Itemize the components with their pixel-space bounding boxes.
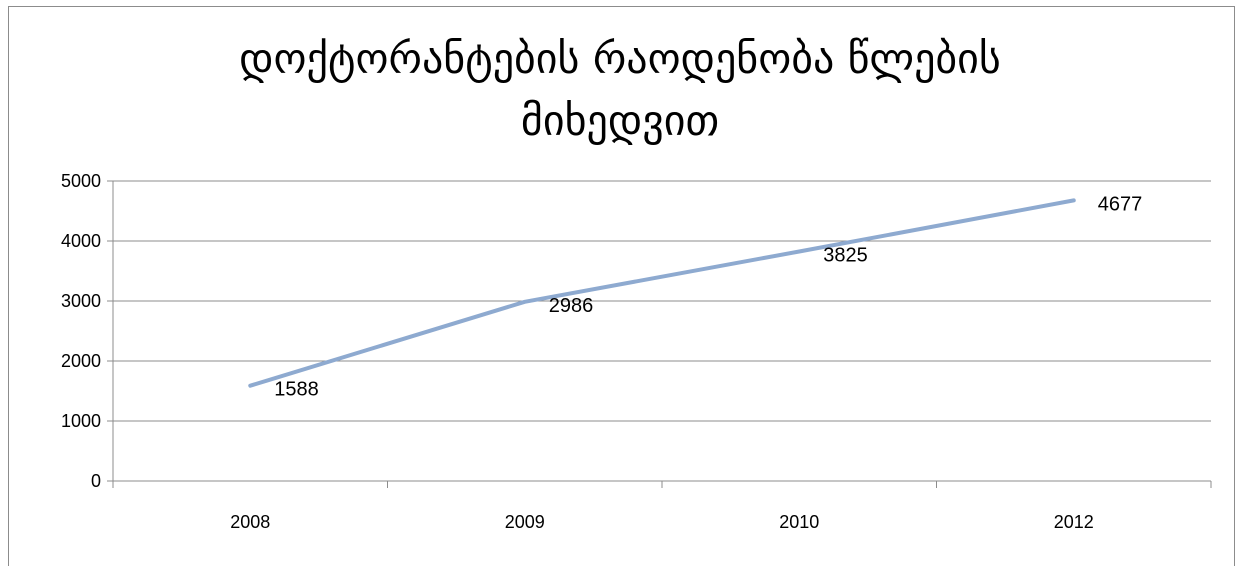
y-tick-label: 2000 — [61, 351, 101, 371]
x-tick-label: 2009 — [505, 512, 545, 532]
y-tick-label: 0 — [91, 471, 101, 491]
y-tick-label: 4000 — [61, 231, 101, 251]
data-label: 3825 — [823, 245, 868, 267]
x-tick-label: 2010 — [779, 512, 819, 532]
data-label: 1588 — [274, 379, 319, 401]
x-tick-label: 2008 — [230, 512, 270, 532]
y-tick-label: 5000 — [61, 171, 101, 191]
x-tick-label: 2012 — [1054, 512, 1094, 532]
y-tick-label: 1000 — [61, 411, 101, 431]
y-tick-label: 3000 — [61, 291, 101, 311]
series-line — [250, 200, 1074, 385]
data-label: 4677 — [1098, 193, 1143, 215]
data-label: 2986 — [549, 295, 594, 317]
